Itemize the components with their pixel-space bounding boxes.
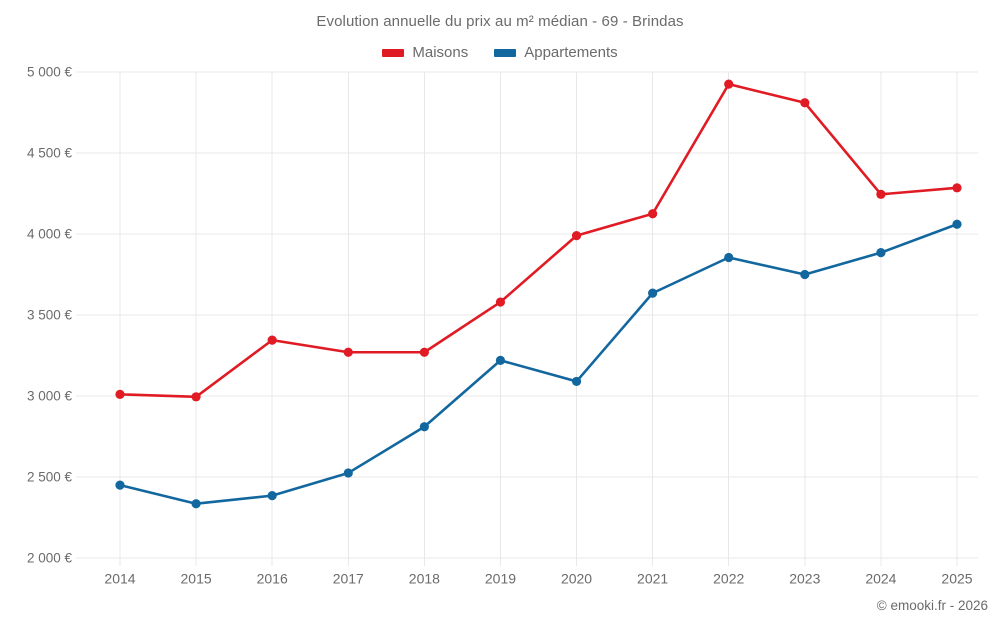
legend-label-maisons: Maisons [412, 44, 469, 61]
y-axis-tick-label: 3 500 € [27, 308, 73, 323]
data-point-appartements-2014[interactable] [115, 480, 125, 490]
x-axis-tick-label: 2019 [485, 570, 516, 586]
data-point-maisons-2014[interactable] [115, 389, 125, 399]
chart-legend: Maisons Appartements [0, 44, 1000, 61]
data-point-appartements-2022[interactable] [724, 252, 734, 263]
x-axis-tick-label: 2017 [333, 570, 364, 586]
data-point-appartements-2017[interactable] [343, 468, 353, 478]
legend-swatch-maisons [382, 48, 405, 57]
data-point-maisons-2022[interactable] [724, 79, 734, 89]
data-point-maisons-2016[interactable] [267, 335, 277, 345]
x-axis-tick-label: 2025 [941, 570, 972, 586]
x-axis-tick-label: 2015 [181, 570, 212, 586]
data-point-appartements-2015[interactable] [191, 499, 201, 509]
y-axis-tick-label: 4 500 € [27, 146, 73, 161]
data-point-appartements-2019[interactable] [495, 355, 506, 365]
y-axis-tick-label: 3 000 € [27, 389, 73, 404]
legend-swatch-appartements [494, 48, 517, 57]
chart-title: Evolution annuelle du prix au m² médian … [316, 13, 684, 30]
series-line-appartements [118, 222, 959, 506]
data-series-layer [115, 79, 962, 509]
data-point-appartements-2016[interactable] [267, 491, 277, 501]
y-axis-tick-label: 4 000 € [27, 227, 73, 242]
legend-label-appartements: Appartements [524, 44, 618, 61]
data-point-maisons-2024[interactable] [876, 189, 886, 199]
data-point-maisons-2017[interactable] [343, 347, 353, 357]
x-axis-tick-label: 2024 [865, 570, 896, 586]
x-axis-tick-label: 2023 [789, 570, 820, 586]
data-point-maisons-2021[interactable] [648, 209, 658, 219]
x-axis-tick-label: 2016 [257, 570, 288, 586]
y-axis-tick-label: 5 000 € [27, 65, 73, 80]
data-point-maisons-2015[interactable] [191, 392, 201, 402]
x-axis-labels: 2014 2015 2016 2017 2018 2019 2020 2021 2022 2023… [104, 570, 972, 586]
data-point-appartements-2020[interactable] [571, 376, 582, 387]
y-axis-tick-label: 2 500 € [27, 470, 73, 485]
y-axis-tick-label: 2 000 € [27, 551, 73, 566]
x-axis-tick-label: 2022 [713, 570, 744, 586]
data-point-appartements-2018[interactable] [419, 422, 429, 432]
legend-item-appartements[interactable]: Appartements [494, 44, 618, 61]
data-point-appartements-2023[interactable] [800, 269, 810, 280]
grid-lines [83, 71, 978, 566]
data-point-maisons-2023[interactable] [800, 98, 810, 108]
data-point-maisons-2020[interactable] [571, 231, 582, 241]
x-axis-tick-label: 2014 [104, 570, 135, 586]
data-point-appartements-2025[interactable] [952, 219, 962, 229]
x-axis-tick-label: 2021 [637, 570, 668, 586]
footer-credit: © emooki.fr - 2026 [876, 598, 988, 613]
data-point-maisons-2019[interactable] [495, 297, 506, 307]
x-axis-tick-label: 2018 [409, 570, 440, 586]
y-axis-labels: 2 000 € 2 500 € 3 000 € 3 500 € 4 000 € 4 500… [27, 65, 83, 566]
legend-item-maisons[interactable]: Maisons [382, 44, 468, 61]
x-axis-tick-label: 2020 [561, 570, 592, 586]
data-point-appartements-2024[interactable] [876, 248, 886, 258]
data-point-maisons-2025[interactable] [952, 183, 962, 193]
data-point-maisons-2018[interactable] [419, 347, 429, 357]
series-line-maisons [118, 82, 959, 399]
data-point-appartements-2021[interactable] [648, 288, 658, 298]
